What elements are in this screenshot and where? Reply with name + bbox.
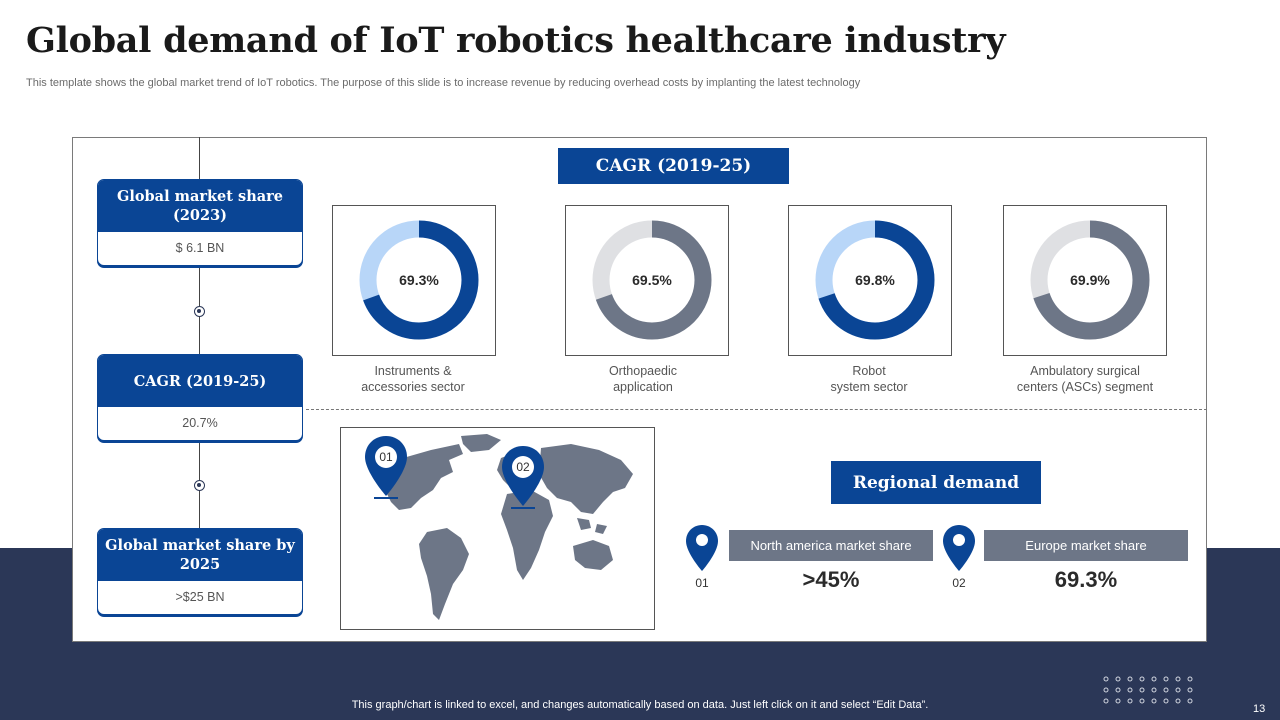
metric-card-label: Global market share by 2025 [98, 529, 302, 581]
donut-chart-robot-system: 69.8% [788, 205, 952, 356]
metric-card-cagr: CAGR (2019-25) 20.7% [97, 354, 303, 441]
donut-value-label: 69.9% [1070, 272, 1110, 288]
map-pin-label: 01 [379, 450, 393, 464]
decor-dot [1151, 698, 1157, 704]
donut-value-arc [815, 220, 935, 340]
page-number: 13 [1253, 703, 1266, 715]
page-title: Global demand of IoT robotics healthcare… [26, 20, 1006, 61]
donut-caption: Ambulatory surgical centers (ASCs) segme… [1016, 364, 1154, 394]
map-pin-icon [365, 436, 407, 499]
region-share-label: North america market share [729, 530, 933, 561]
decor-dot [1115, 687, 1121, 693]
metric-card-market-share-2023: Global market share (2023) $ 6.1 BN [97, 179, 303, 266]
region-share-value: 69.3% [1054, 567, 1118, 592]
decor-dot [1151, 676, 1157, 682]
donut-caption: Robot system sector [830, 364, 908, 394]
timeline-dot [194, 480, 205, 491]
decor-dot [1127, 698, 1133, 704]
donut-value-arc [359, 220, 479, 340]
decor-dot [1151, 687, 1157, 693]
region-share-value: >45% [802, 567, 860, 592]
metric-card-label: CAGR (2019-25) [98, 355, 302, 407]
regional-demand-heading: Regional demand [831, 461, 1041, 504]
decor-dot [1175, 676, 1181, 682]
region-number: 02 [952, 576, 966, 590]
decor-dot [1187, 687, 1193, 693]
decor-dot [1187, 698, 1193, 704]
decor-dot [1139, 698, 1145, 704]
cagr-heading: CAGR (2019-25) [558, 148, 789, 184]
decor-dot [1103, 698, 1109, 704]
decor-dot [1103, 676, 1109, 682]
decor-dot [1175, 698, 1181, 704]
metric-card-value: 20.7% [182, 416, 218, 430]
donut-value-arc [1030, 220, 1150, 340]
donut-value-arc [592, 220, 712, 340]
donut-caption: Orthopaedic application [608, 364, 678, 394]
decor-dot [1175, 687, 1181, 693]
donut-value-label: 69.5% [632, 272, 672, 288]
footer-note: This graph/chart is linked to excel, and… [351, 699, 929, 711]
donut-chart-instruments: 69.3% [332, 205, 496, 356]
section-divider [306, 409, 1207, 410]
donut-value-label: 69.3% [399, 272, 439, 288]
donut-chart-orthopaedic: 69.5% [565, 205, 729, 356]
map-pin-icon [686, 525, 718, 571]
map-pin-label: 02 [516, 460, 530, 474]
decor-dot [1163, 676, 1169, 682]
metric-card-value: >$25 BN [175, 590, 225, 604]
metric-card-label: Global market share (2023) [98, 180, 302, 232]
decor-dot [1127, 676, 1133, 682]
world-map: 01 02 [340, 427, 655, 630]
decor-dot [1139, 676, 1145, 682]
timeline-line [199, 137, 200, 529]
decor-dot [1115, 676, 1121, 682]
page-subtitle: This template shows the global market tr… [26, 77, 861, 89]
timeline-dot [194, 306, 205, 317]
decor-dot [1127, 687, 1133, 693]
map-pin-icon [502, 446, 544, 509]
decor-dot [1187, 676, 1193, 682]
metric-card-market-share-2025: Global market share by 2025 >$25 BN [97, 528, 303, 615]
dot-grid-decoration [1103, 676, 1193, 704]
donut-chart-ambulatory: 69.9% [1003, 205, 1167, 356]
region-number: 01 [695, 576, 709, 590]
decor-dot [1163, 698, 1169, 704]
decor-dot [1103, 687, 1109, 693]
decor-dot [1163, 687, 1169, 693]
donut-caption: Instruments & accessories sector [361, 364, 465, 394]
region-share-label: Europe market share [984, 530, 1188, 561]
decor-dot [1139, 687, 1145, 693]
metric-card-value: $ 6.1 BN [175, 241, 225, 255]
donut-value-label: 69.8% [855, 272, 895, 288]
map-pin-icon [943, 525, 975, 571]
decor-dot [1115, 698, 1121, 704]
